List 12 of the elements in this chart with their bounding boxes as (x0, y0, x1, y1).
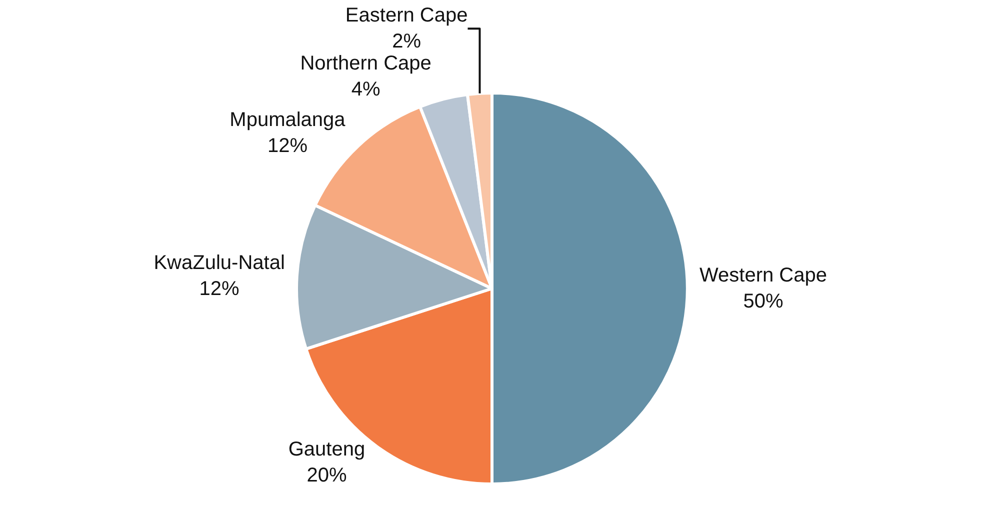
data-label: 50% (743, 290, 784, 312)
data-label: 20% (306, 464, 347, 486)
data-label: 2% (392, 30, 422, 53)
slice-label: KwaZulu-Natal (154, 252, 285, 274)
slice-label: Mpumalanga (230, 109, 346, 132)
slice-label: Northern Cape (300, 52, 432, 75)
slice-label: Western Cape (700, 264, 827, 286)
data-label: 12% (267, 135, 308, 158)
slice-label: Gauteng (288, 438, 366, 460)
data-label: 12% (199, 278, 240, 300)
slice-label: Eastern Cape (345, 4, 468, 27)
data-label: 4% (351, 78, 380, 101)
